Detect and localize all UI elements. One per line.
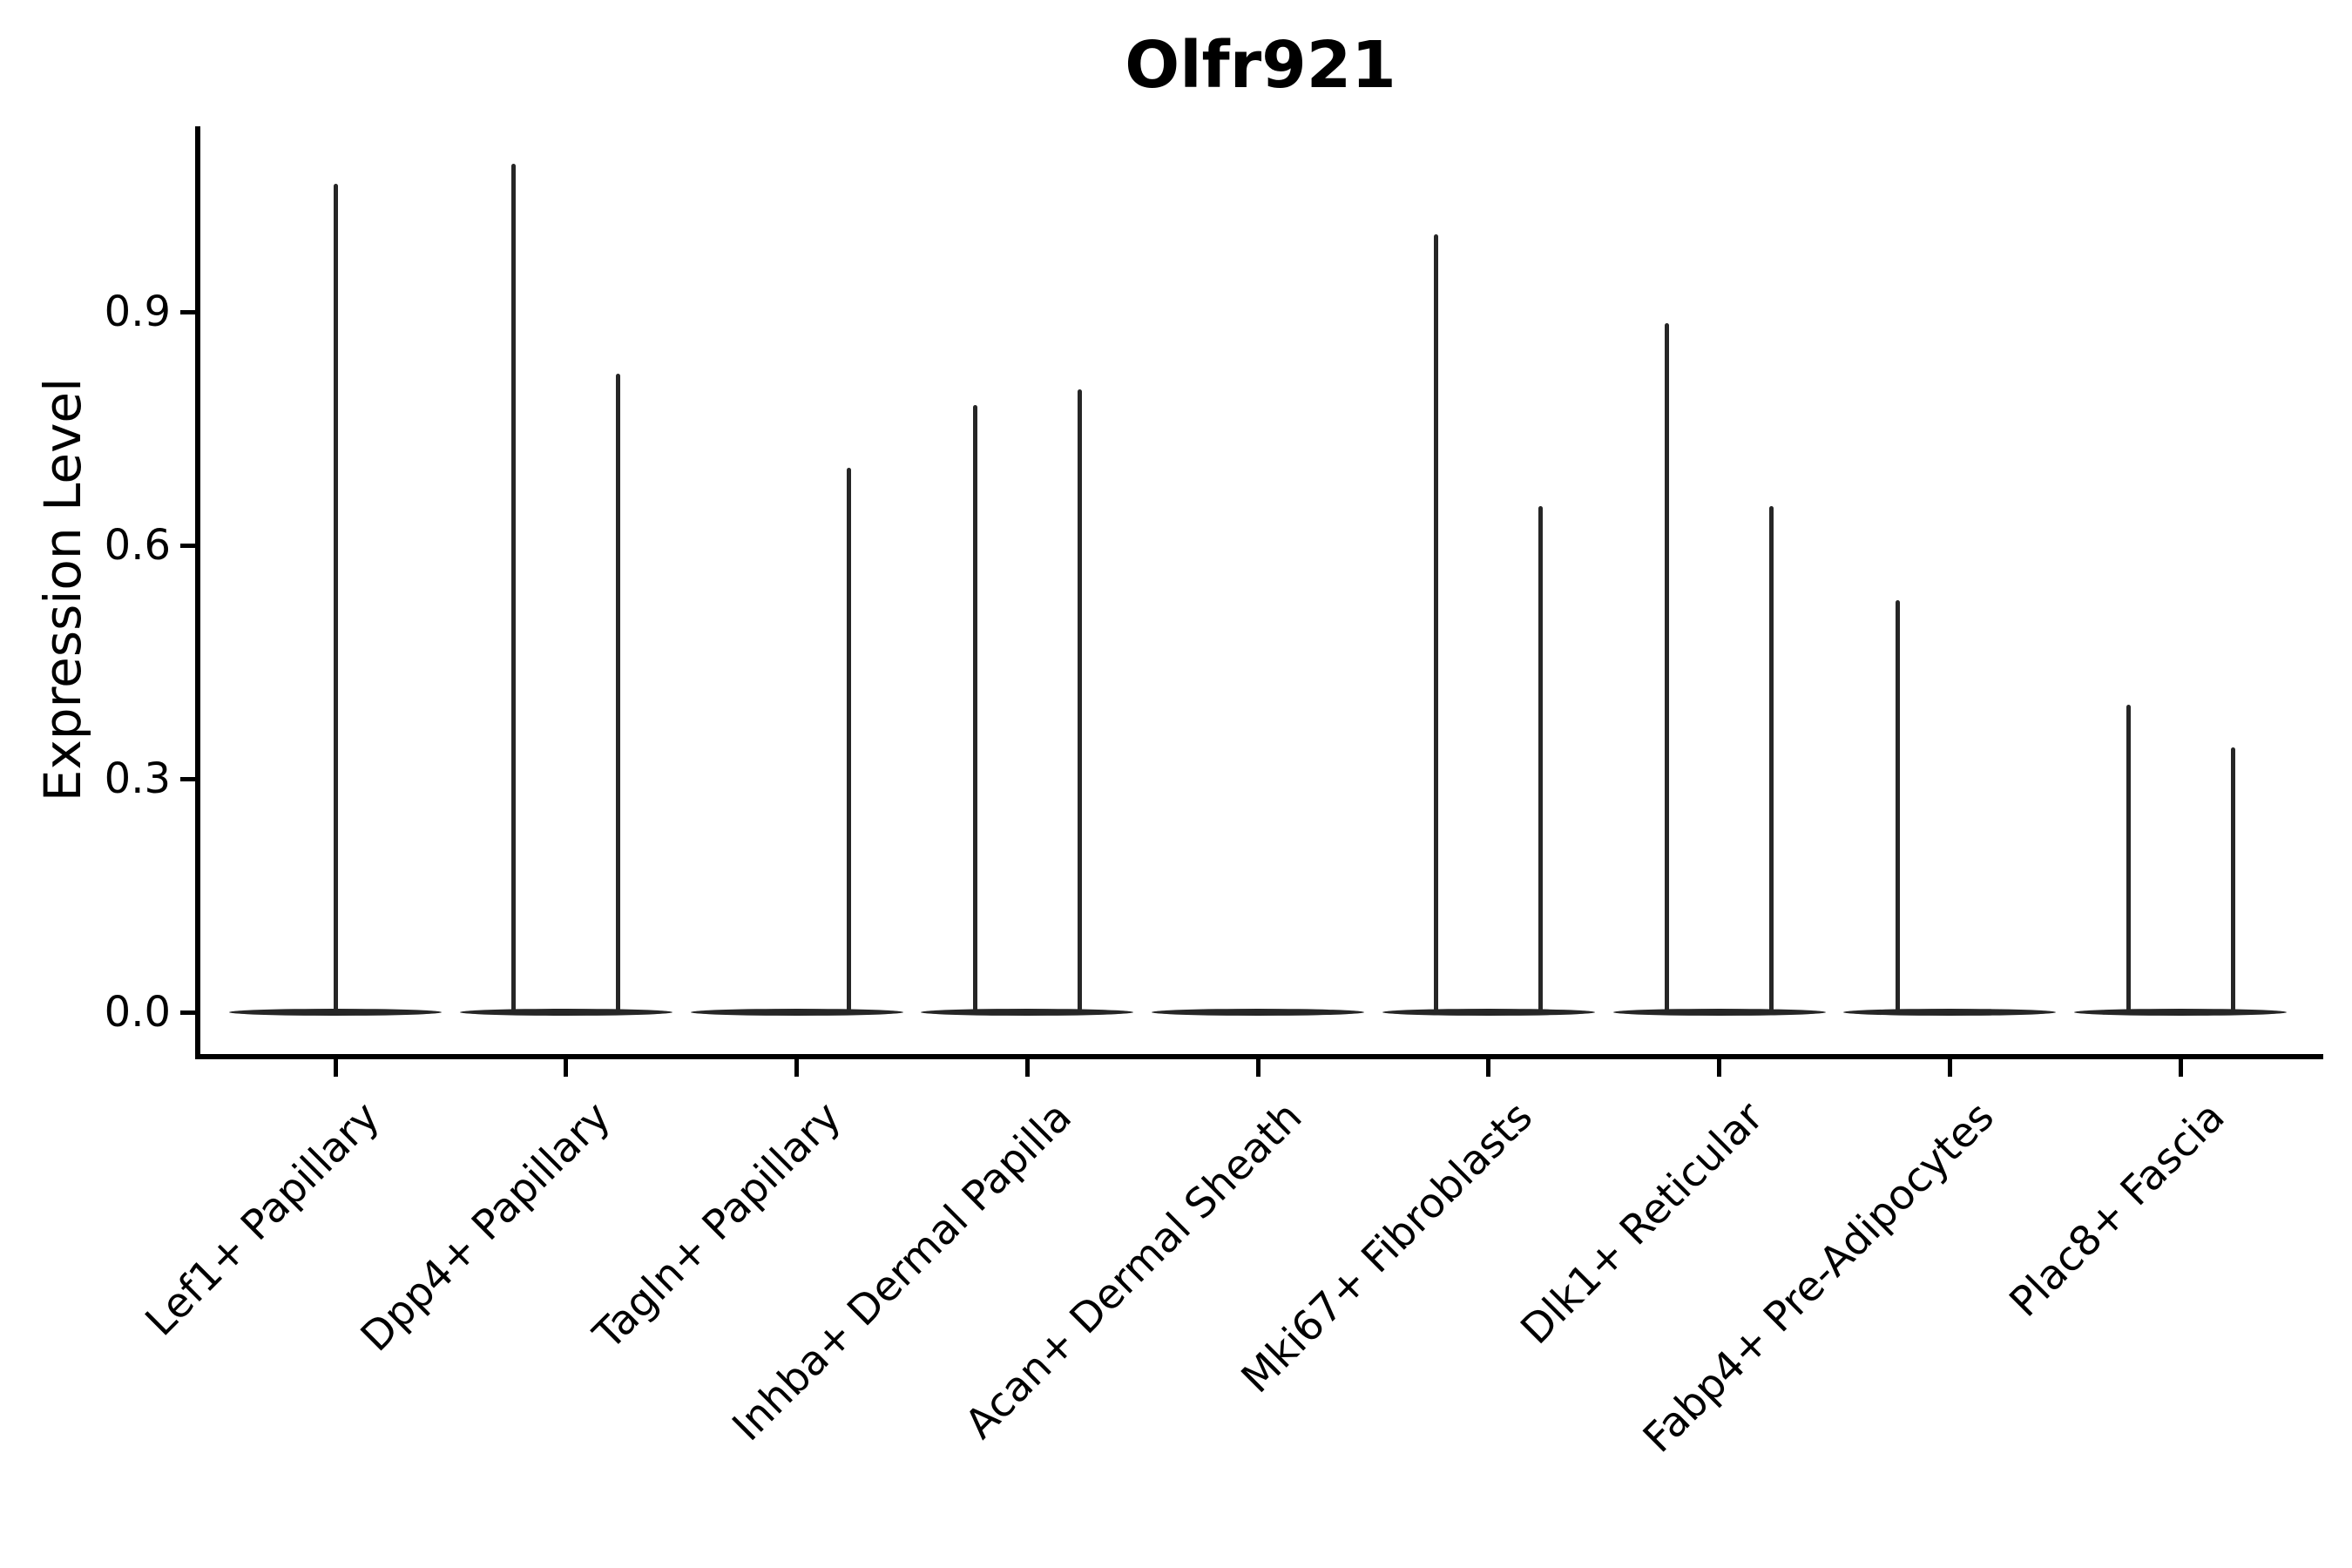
y-axis-label: Expression Level (33, 377, 92, 802)
violin-spike (1434, 233, 1439, 1012)
x-tick-mark (564, 1059, 569, 1077)
x-tick-mark (1024, 1059, 1030, 1077)
violin-spike (1077, 389, 1082, 1012)
violin-spike (1538, 506, 1544, 1012)
x-tick-label: Dlk1+ Reticular (1511, 1092, 1773, 1355)
x-tick-mark (794, 1059, 799, 1077)
violin-spike (2126, 705, 2131, 1012)
x-tick-mark (1947, 1059, 1952, 1077)
y-tick-mark (180, 1010, 197, 1015)
y-axis-line (195, 126, 200, 1059)
violin-spike (1769, 506, 1774, 1012)
x-tick-mark (1255, 1059, 1260, 1077)
plot-title: Olfr921 (1125, 28, 1396, 103)
y-tick-label: 0.9 (104, 287, 171, 337)
x-tick-label: Plac8+ Fascia (2000, 1092, 2234, 1327)
x-axis-line (195, 1054, 2323, 1059)
violin-spike (1665, 323, 1669, 1012)
violin-base (229, 1009, 442, 1016)
violin-base (2074, 1009, 2287, 1016)
y-tick-mark (180, 776, 197, 781)
violin-base (1382, 1009, 1595, 1016)
violin-base (1612, 1009, 1826, 1016)
violin-spike (616, 374, 621, 1012)
violin-base (1843, 1009, 2057, 1016)
y-tick-label: 0.0 (104, 988, 171, 1037)
violin-spike (333, 183, 338, 1012)
violin-base (459, 1009, 672, 1016)
x-tick-mark (1486, 1059, 1491, 1077)
x-tick-mark (1717, 1059, 1721, 1077)
violin-spike (511, 164, 517, 1012)
violin-base (690, 1009, 903, 1016)
y-tick-mark (180, 543, 197, 548)
x-tick-label: Tagln+ Papillary (584, 1092, 850, 1359)
y-tick-label: 0.3 (104, 754, 171, 803)
x-tick-mark (333, 1059, 338, 1077)
violin-base (921, 1009, 1134, 1016)
violin-base (1152, 1009, 1364, 1016)
violin-spike (847, 467, 851, 1012)
y-tick-mark (180, 309, 197, 314)
y-tick-label: 0.6 (104, 521, 171, 571)
x-tick-mark (2178, 1059, 2183, 1077)
x-tick-label: Lef1+ Papillary (136, 1092, 389, 1346)
violin-spike (2230, 747, 2235, 1012)
violin-spike (972, 405, 977, 1012)
violin-spike (1895, 599, 1900, 1012)
x-tick-label: Dpp4+ Papillary (351, 1092, 620, 1362)
